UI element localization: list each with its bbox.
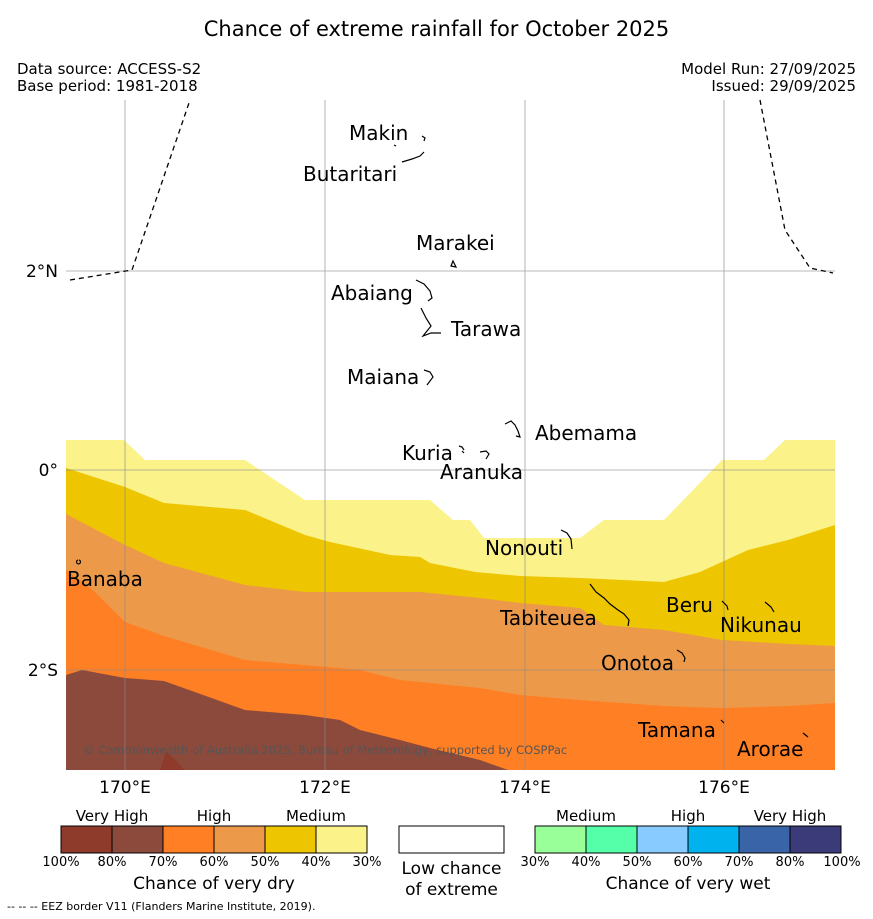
dry-swatch xyxy=(265,826,316,853)
wet-tick: 30% xyxy=(520,855,550,870)
islands xyxy=(75,135,809,738)
axis-labels: 170°E 172°E 174°E 176°E 2°N 0° 2°S xyxy=(26,262,750,798)
low-chance-line2: of extreme xyxy=(405,880,498,900)
wet-group-very-high: Very High xyxy=(753,807,827,825)
island-tamana xyxy=(720,719,725,724)
y-tick-0: 0° xyxy=(39,461,58,481)
x-tick-176: 176°E xyxy=(698,778,750,798)
label-nikunau: Nikunau xyxy=(720,613,802,637)
island-onotoa xyxy=(676,649,686,663)
label-abaiang: Abaiang xyxy=(331,281,413,305)
dry-swatch xyxy=(316,826,367,853)
label-makin: Makin xyxy=(349,121,408,145)
label-onotoa: Onotoa xyxy=(601,651,674,675)
y-tick-2n: 2°N xyxy=(26,262,58,282)
dry-tick: 50% xyxy=(250,855,280,870)
x-tick-172: 172°E xyxy=(299,778,351,798)
model-run: Model Run: 27/09/2025 xyxy=(681,60,856,78)
island-beru xyxy=(721,600,729,611)
map-title: Chance of extreme rainfall for October 2… xyxy=(203,17,670,41)
label-tarawa: Tarawa xyxy=(450,317,521,341)
dry-group-very-high: Very High xyxy=(75,807,149,825)
copyright-notice: © Commonwealth of Australia 2025, Bureau… xyxy=(83,743,567,757)
island-makin xyxy=(421,135,426,142)
dry-swatch xyxy=(163,826,214,853)
data-source: Data source: ACCESS-S2 xyxy=(17,60,202,78)
y-tick-2s: 2°S xyxy=(28,661,58,681)
dry-swatch xyxy=(112,826,163,853)
dry-tick: 30% xyxy=(352,855,382,870)
dry-tick: 60% xyxy=(199,855,229,870)
island-tarawa xyxy=(420,307,441,338)
dry-tick: 80% xyxy=(97,855,127,870)
label-maiana: Maiana xyxy=(347,365,419,389)
dry-caption: Chance of very dry xyxy=(133,874,295,894)
wet-swatch xyxy=(535,826,586,853)
dry-swatch xyxy=(61,826,112,853)
eez-footer-note: -- -- -- EEZ border V11 (Flanders Marine… xyxy=(7,900,316,913)
wet-swatch xyxy=(688,826,739,853)
wet-tick: 100% xyxy=(823,855,861,870)
island-nikunau xyxy=(764,601,775,613)
issued-date: Issued: 29/09/2025 xyxy=(711,77,856,95)
island-marakei xyxy=(450,259,458,268)
island-nonouti xyxy=(560,529,573,550)
wet-colorbar xyxy=(534,825,842,854)
island-butaritari xyxy=(393,144,425,163)
dry-tick: 40% xyxy=(301,855,331,870)
label-beru: Beru xyxy=(666,593,713,617)
island-maiana xyxy=(423,369,434,386)
dry-group-medium: Medium xyxy=(286,807,346,825)
label-kuria: Kuria xyxy=(402,441,453,465)
island-tabiteuea xyxy=(589,583,630,627)
island-abemama xyxy=(504,420,521,438)
island-labels: Makin Butaritari Marakei Abaiang Tarawa … xyxy=(67,121,803,761)
island-arorae xyxy=(802,732,809,738)
wet-tick: 40% xyxy=(571,855,601,870)
low-chance-line1: Low chance xyxy=(401,859,502,879)
x-tick-170: 170°E xyxy=(99,778,151,798)
island-abaiang xyxy=(415,279,433,302)
base-period: Base period: 1981-2018 xyxy=(17,77,198,95)
label-aranuka: Aranuka xyxy=(440,460,523,484)
label-abemama: Abemama xyxy=(535,421,637,445)
wet-swatch xyxy=(739,826,790,853)
dry-tick: 100% xyxy=(42,855,80,870)
gridlines xyxy=(66,100,835,770)
wet-group-medium: Medium xyxy=(556,807,616,825)
dry-colorbar xyxy=(60,825,368,854)
label-butaritari: Butaritari xyxy=(303,162,397,186)
dry-swatch xyxy=(214,826,265,853)
eez-border xyxy=(69,99,834,281)
low-chance-swatch xyxy=(398,825,505,854)
wet-swatch xyxy=(790,826,841,853)
wet-swatch xyxy=(586,826,637,853)
dry-group-high: High xyxy=(196,807,232,825)
label-tabiteuea: Tabiteuea xyxy=(499,606,597,630)
wet-tick: 60% xyxy=(673,855,703,870)
zone-80-100 xyxy=(160,752,184,770)
wet-tick: 70% xyxy=(724,855,754,870)
wet-caption: Chance of very wet xyxy=(605,874,771,894)
wet-swatch xyxy=(637,826,688,853)
dry-tick: 70% xyxy=(148,855,178,870)
island-aranuka xyxy=(479,450,490,460)
x-tick-174: 174°E xyxy=(499,778,551,798)
label-nonouti: Nonouti xyxy=(485,536,563,560)
wet-tick: 50% xyxy=(622,855,652,870)
zone-70-80 xyxy=(66,670,508,770)
label-arorae: Arorae xyxy=(737,737,803,761)
island-kuria xyxy=(458,445,465,454)
wet-tick: 80% xyxy=(775,855,805,870)
wet-group-high: High xyxy=(670,807,706,825)
label-banaba: Banaba xyxy=(67,567,143,591)
label-tamana: Tamana xyxy=(637,718,716,742)
island-banaba xyxy=(75,559,82,565)
label-marakei: Marakei xyxy=(416,231,495,255)
